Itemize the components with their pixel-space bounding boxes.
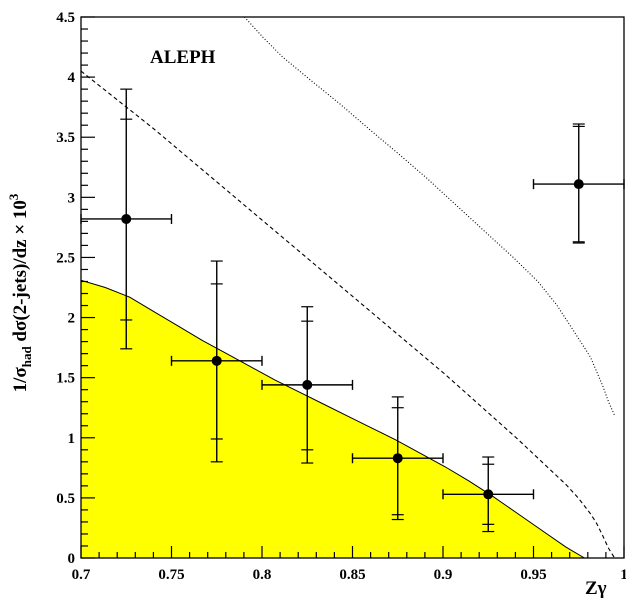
x-tick-label: 0.85 <box>339 567 365 583</box>
data-marker <box>483 489 494 500</box>
point-layer <box>80 88 625 533</box>
axis-layer: 0.7 0.75 0.8 0.85 0.9 0.95 1 0 0.5 1 1.5 2 2.5 3 3.5 4 4… <box>56 10 626 583</box>
x-tick-label: 0.95 <box>520 567 546 583</box>
plot-frame <box>80 16 625 559</box>
aleph-annotation: ALEPH <box>150 47 216 68</box>
y-tick-label: 2 <box>68 311 76 327</box>
data-marker <box>302 379 313 390</box>
data-marker <box>573 179 584 190</box>
y-tick-label: 3.5 <box>56 130 75 146</box>
y-title-prefix: 1/σ <box>10 367 31 393</box>
y-tick-label: 0.5 <box>56 491 75 507</box>
y-title-middle: dσ(2-jets)/dz × 10 <box>10 200 31 346</box>
y-tick-label: 4.5 <box>56 10 75 26</box>
y-title-superscript: 3 <box>6 193 21 200</box>
y-tick-label: 1.5 <box>56 371 75 387</box>
y-tick-label: 4 <box>68 70 76 86</box>
data-point-6 <box>532 123 625 244</box>
data-marker <box>392 453 403 464</box>
dashed-curve <box>80 70 616 559</box>
x-tick-label: 0.8 <box>253 567 272 583</box>
y-tick-label: 0 <box>68 551 76 567</box>
data-point-5 <box>442 456 535 533</box>
data-marker <box>121 213 132 224</box>
plot-layer <box>80 279 587 559</box>
y-tick-label: 1 <box>68 431 76 447</box>
x-tick-label: 0.9 <box>434 567 453 583</box>
filled-region <box>80 279 587 559</box>
x-tick-label: 0.7 <box>72 567 91 583</box>
x-axis-title: Zγ <box>585 578 607 599</box>
x-tick-label: 1 <box>620 567 626 583</box>
data-marker <box>211 355 222 366</box>
data-point-1 <box>80 88 173 350</box>
y-title-subscript: had <box>19 346 34 368</box>
curve-layer <box>80 16 616 559</box>
x-tick-label: 0.75 <box>158 567 184 583</box>
dotted-curve <box>244 16 616 417</box>
data-point-3 <box>261 306 354 464</box>
data-point-4 <box>351 396 444 521</box>
y-tick-label: 3 <box>68 190 76 206</box>
y-axis-title: 1/σhad dσ(2-jets)/dz × 103 <box>6 193 34 392</box>
data-point-2 <box>170 260 263 463</box>
y-tick-label: 2.5 <box>56 250 75 266</box>
